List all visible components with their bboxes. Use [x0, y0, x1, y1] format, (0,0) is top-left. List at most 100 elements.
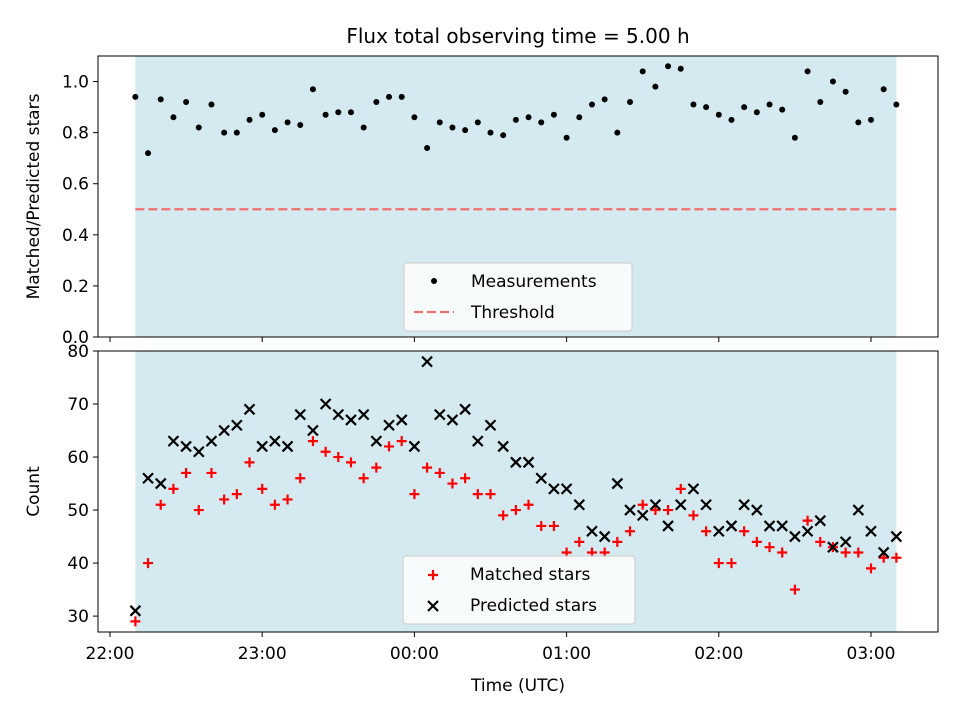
data-point: [472, 435, 484, 447]
data-point: [345, 457, 356, 468]
data-point: [598, 530, 611, 543]
data-point: [295, 473, 306, 484]
data-point: [855, 119, 862, 126]
data-point: [422, 462, 433, 473]
data-point: [535, 472, 548, 485]
data-point: [574, 536, 585, 547]
data-point: [801, 525, 814, 538]
legend-marker: [431, 278, 437, 284]
x-tick-label: 01:00: [542, 644, 591, 664]
y-tick-label: 0.2: [62, 277, 89, 297]
data-point: [206, 467, 217, 478]
data-point: [827, 541, 839, 553]
axes-frame: [97, 55, 939, 338]
data-point: [170, 114, 177, 121]
y-tick-label: 80: [67, 342, 89, 362]
data-point: [738, 498, 750, 511]
y-tick-label: 0.8: [62, 124, 89, 144]
data-point: [563, 134, 570, 141]
data-point: [320, 446, 331, 457]
data-point: [776, 520, 788, 532]
data-point: [624, 504, 636, 516]
data-point: [130, 616, 141, 627]
data-point: [586, 525, 598, 538]
chart-panel-2: 30 40 50 60 70 80 22:00 23:00 00:00 01:00 02:00 03:…: [24, 342, 939, 696]
data-point: [576, 114, 583, 121]
data-point: [829, 78, 836, 85]
data-point: [424, 144, 431, 151]
data-point: [459, 403, 471, 416]
data-point: [332, 408, 345, 421]
data-point: [611, 477, 624, 490]
data-point: [665, 63, 672, 70]
data-point: [154, 477, 167, 490]
data-point: [764, 542, 775, 553]
data-point: [715, 111, 722, 118]
data-point: [155, 499, 166, 510]
data-point: [688, 510, 699, 521]
data-point: [297, 121, 304, 128]
data-point: [257, 483, 268, 494]
data-point: [386, 93, 393, 100]
data-point: [434, 467, 445, 478]
data-point: [741, 104, 748, 111]
data-point: [269, 435, 281, 447]
data-point: [649, 498, 662, 511]
data-point: [777, 547, 788, 558]
data-point: [725, 520, 738, 532]
legend-box: [403, 262, 633, 332]
data-point: [852, 504, 865, 516]
legend-label: Predicted stars: [470, 596, 597, 616]
data-point: [347, 109, 354, 116]
data-point: [409, 489, 420, 500]
data-point: [231, 419, 243, 432]
data-point: [307, 436, 318, 447]
data-point: [538, 119, 545, 126]
data-point: [319, 398, 332, 410]
data-point: [573, 498, 586, 511]
legend-marker: [427, 600, 439, 612]
data-point: [588, 101, 595, 108]
data-point: [627, 98, 634, 105]
data-point: [652, 83, 659, 90]
data-point: [231, 489, 242, 500]
y-tick-label: 40: [67, 554, 89, 574]
data-point: [281, 440, 294, 453]
data-point: [433, 408, 446, 421]
y-axis-label: Count: [24, 466, 44, 517]
data-point: [484, 419, 497, 432]
data-point: [548, 483, 560, 495]
y-tick-label: 0.6: [62, 175, 89, 195]
legend-marker: [428, 570, 438, 580]
data-point: [687, 483, 700, 495]
y-tick-label: 30: [67, 607, 89, 627]
data-point: [636, 509, 649, 522]
axes-frame: [97, 350, 939, 633]
data-point: [193, 505, 204, 516]
data-point: [370, 435, 383, 447]
data-point: [853, 547, 864, 558]
data-point: [728, 116, 735, 123]
data-point: [487, 129, 494, 136]
data-point: [294, 408, 307, 421]
data-point: [447, 478, 458, 489]
x-tick-label: 00:00: [390, 644, 439, 664]
y-tick-label: 60: [67, 448, 89, 468]
y-tick-label: 50: [67, 501, 89, 521]
legend: Measurements Threshold: [403, 262, 633, 332]
data-point: [498, 510, 509, 521]
data-point: [650, 505, 661, 516]
data-point: [700, 498, 712, 511]
data-point: [662, 520, 674, 532]
data-point: [383, 419, 395, 432]
data-point: [259, 111, 266, 118]
data-point: [421, 355, 433, 368]
data-point: [639, 68, 646, 75]
data-point: [269, 499, 280, 510]
data-point: [525, 114, 532, 121]
data-point: [739, 526, 750, 537]
data-point: [474, 119, 481, 126]
data-point: [282, 494, 293, 505]
data-point: [674, 498, 687, 511]
data-point: [890, 530, 903, 543]
